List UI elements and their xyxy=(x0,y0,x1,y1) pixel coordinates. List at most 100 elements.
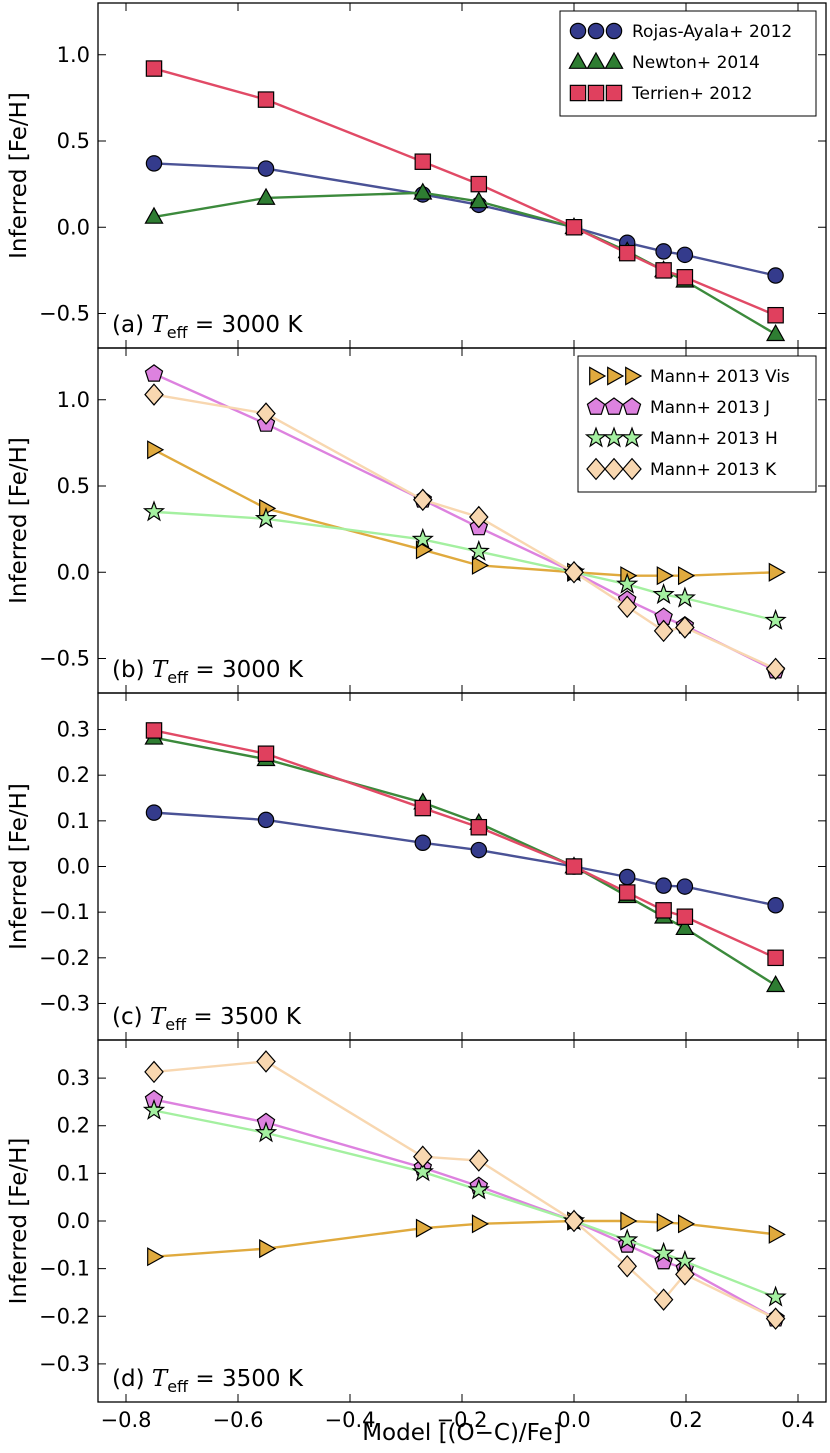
data-point xyxy=(766,323,786,342)
panel-d: −0.3 −0.2 −0.1 0.0 0.1 0.2 0.3 Inferred [Fe/H] (… xyxy=(6,1039,827,1403)
legend-marker xyxy=(604,457,624,481)
data-point xyxy=(470,841,488,859)
data-point xyxy=(147,1247,165,1267)
legend-marker xyxy=(587,84,605,102)
legend-marker xyxy=(604,51,624,69)
x-tick-label: 0.4 xyxy=(781,1408,814,1432)
y-tick-label: 0.2 xyxy=(57,1114,90,1138)
y-tick-label: 0.1 xyxy=(57,1161,90,1185)
y-tick-label: 0.0 xyxy=(57,215,90,239)
data-point xyxy=(675,1263,695,1286)
data-point xyxy=(675,616,695,639)
y-axis-label: Inferred [Fe/H] xyxy=(6,783,32,950)
data-point xyxy=(764,1285,787,1307)
legend-label: Rojas-Ayala+ 2012 xyxy=(632,22,792,42)
data-point xyxy=(653,1288,674,1311)
data-point xyxy=(147,440,165,460)
y-tick-label: −0.1 xyxy=(39,900,90,924)
legend-marker xyxy=(602,426,626,448)
panel-label: (b) Teff = 3000 K xyxy=(112,657,304,687)
data-point xyxy=(617,1254,637,1278)
y-tick-label: 1.0 xyxy=(57,43,90,67)
legend-label: Newton+ 2014 xyxy=(632,53,760,73)
data-point xyxy=(618,244,636,262)
data-point xyxy=(616,572,639,594)
legend-marker xyxy=(605,84,623,102)
data-point xyxy=(256,1050,276,1073)
data-point xyxy=(257,160,275,177)
data-point xyxy=(471,1214,490,1234)
data-point xyxy=(413,488,433,512)
legend-marker xyxy=(586,51,606,69)
data-point xyxy=(411,527,434,549)
x-tick-label: −0.4 xyxy=(325,1408,376,1432)
data-point xyxy=(766,974,786,993)
data-point xyxy=(254,507,278,529)
y-tick-label: −0.5 xyxy=(39,647,90,671)
legend-marker xyxy=(589,366,607,386)
series-line xyxy=(153,1098,777,1320)
y-tick-label: 0.5 xyxy=(57,474,90,498)
data-point xyxy=(618,884,636,901)
data-point xyxy=(765,657,786,681)
data-point xyxy=(656,566,674,586)
series-line xyxy=(153,736,777,987)
data-point xyxy=(467,1178,490,1200)
data-point xyxy=(564,560,584,584)
data-point xyxy=(676,246,694,264)
data-point xyxy=(413,182,433,200)
x-tick-label: −0.6 xyxy=(213,1408,264,1432)
y-tick-label: −0.5 xyxy=(39,302,90,326)
data-point xyxy=(469,505,489,529)
y-axis-label: Inferred [Fe/H] xyxy=(6,92,32,259)
y-axis-label: Inferred [Fe/H] xyxy=(6,437,32,604)
data-point xyxy=(655,243,672,260)
data-point xyxy=(144,206,164,224)
data-point xyxy=(767,897,784,914)
data-point xyxy=(768,1224,786,1244)
y-tick-label: 1.0 xyxy=(57,388,90,412)
legend-marker xyxy=(586,397,606,415)
data-point xyxy=(676,269,694,286)
data-point xyxy=(145,722,163,739)
panel-d-frame xyxy=(97,1039,827,1403)
legend-marker xyxy=(620,426,644,448)
legend-item-mann-2013-vis: Mann+ 2013 Vis xyxy=(589,366,790,387)
panel-b: −0.5 0.0 0.5 1.0 Inferred [Fe/H] (b) Teff = 3… xyxy=(6,347,827,694)
data-point xyxy=(414,834,432,852)
data-point xyxy=(656,1212,674,1233)
data-point xyxy=(144,364,164,382)
legend-label: Mann+ 2013 K xyxy=(650,460,777,480)
legend: Rojas-Ayala+ 2012 Newton+ 2014 Terrien+ 20… xyxy=(559,10,817,117)
y-tick-label: −0.2 xyxy=(39,1304,90,1328)
legend-marker xyxy=(584,426,608,448)
y-tick-label: −0.3 xyxy=(39,1352,90,1376)
y-axis-label: Inferred [Fe/H] xyxy=(6,1138,32,1305)
legend-label: Terrien+ 2012 xyxy=(631,84,753,104)
x-axis-label: Model [(O−C)/Fe] xyxy=(362,1420,562,1446)
data-point xyxy=(470,818,488,836)
data-point xyxy=(470,175,488,193)
data-point xyxy=(616,1228,639,1250)
x-tick-label: 0.0 xyxy=(557,1408,590,1432)
data-point xyxy=(655,877,672,894)
legend-item-rojas-ayala-2012: Rojas-Ayala+ 2012 xyxy=(569,22,792,42)
data-point xyxy=(256,402,276,425)
data-point xyxy=(767,267,784,284)
series-newton-2014 xyxy=(144,727,786,993)
legend-marker xyxy=(622,397,642,415)
y-tick-label: 0.3 xyxy=(57,1066,90,1090)
data-point xyxy=(655,262,672,279)
y-tick-label: 0.2 xyxy=(57,763,90,787)
legend-item-terrien-2012: Terrien+ 2012 xyxy=(569,84,753,104)
data-point xyxy=(620,1211,638,1231)
y-tick-label: 0.5 xyxy=(57,129,90,153)
data-point xyxy=(652,582,675,605)
data-point xyxy=(257,745,275,762)
data-point xyxy=(618,868,636,886)
legend-marker xyxy=(625,366,643,386)
x-tick-label: −0.2 xyxy=(437,1408,488,1432)
panel-c-frame xyxy=(97,692,827,1041)
series-mann-2013-vis xyxy=(147,1211,786,1267)
